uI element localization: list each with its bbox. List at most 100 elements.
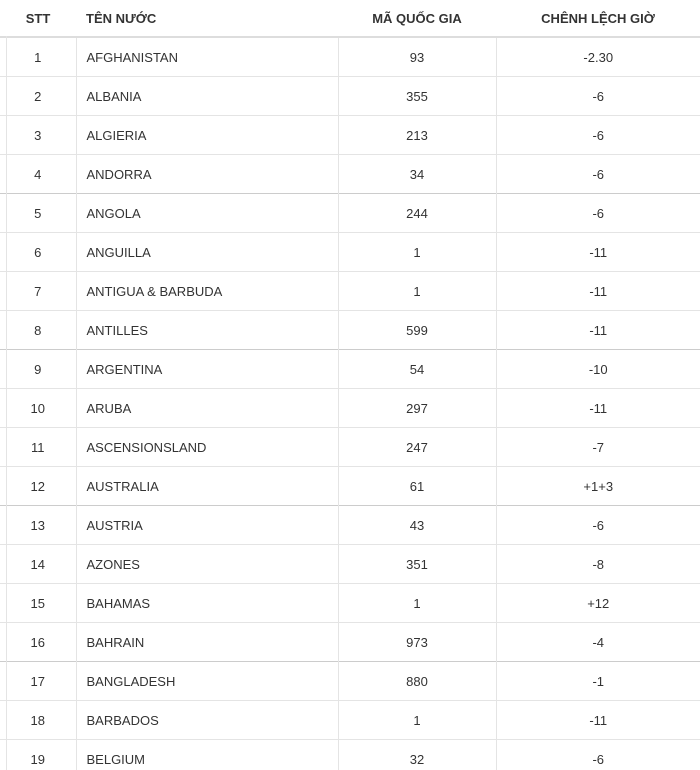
- cell-country: ASCENSIONSLAND: [76, 428, 338, 467]
- table-row: 9 ARGENTINA 54 -10: [0, 350, 700, 389]
- cell-country: ANGUILLA: [76, 233, 338, 272]
- cell-country: ALGIERIA: [76, 116, 338, 155]
- table-row: 1 AFGHANISTAN 93 -2.30: [0, 37, 700, 77]
- cell-country: BANGLADESH: [76, 662, 338, 701]
- cell-time-difference: -11: [496, 272, 700, 311]
- cell-stt: 6: [0, 233, 76, 272]
- cell-time-difference: -11: [496, 701, 700, 740]
- cell-stt: 18: [0, 701, 76, 740]
- cell-code: 54: [338, 350, 496, 389]
- cell-time-difference: -1: [496, 662, 700, 701]
- cell-stt: 7: [0, 272, 76, 311]
- cell-stt: 17: [0, 662, 76, 701]
- cell-country: ANTILLES: [76, 311, 338, 350]
- cell-stt: 8: [0, 311, 76, 350]
- cell-time-difference: -8: [496, 545, 700, 584]
- table-row: 5 ANGOLA 244 -6: [0, 194, 700, 233]
- table-row: 4 ANDORRA 34 -6: [0, 155, 700, 194]
- cell-country: BAHAMAS: [76, 584, 338, 623]
- cell-code: 1: [338, 272, 496, 311]
- cell-time-difference: -6: [496, 77, 700, 116]
- table-row: 17 BANGLADESH 880 -1: [0, 662, 700, 701]
- cell-code: 1: [338, 584, 496, 623]
- table-body: 1 AFGHANISTAN 93 -2.30 2 ALBANIA 355 -6 3 ALGIERI…: [0, 37, 700, 770]
- cell-time-difference: +12: [496, 584, 700, 623]
- table-row: 19 BELGIUM 32 -6: [0, 740, 700, 770]
- table-row: 13 AUSTRIA 43 -6: [0, 506, 700, 545]
- cell-code: 247: [338, 428, 496, 467]
- cell-country: BAHRAIN: [76, 623, 338, 662]
- cell-code: 297: [338, 389, 496, 428]
- cell-code: 1: [338, 701, 496, 740]
- cell-stt: 16: [0, 623, 76, 662]
- cell-stt: 12: [0, 467, 76, 506]
- cell-code: 355: [338, 77, 496, 116]
- header-stt: STT: [0, 0, 76, 37]
- cell-country: ARUBA: [76, 389, 338, 428]
- cell-code: 351: [338, 545, 496, 584]
- cell-time-difference: -4: [496, 623, 700, 662]
- table-row: 2 ALBANIA 355 -6: [0, 77, 700, 116]
- cell-country: ANTIGUA & BARBUDA: [76, 272, 338, 311]
- header-country: TÊN NƯỚC: [76, 0, 338, 37]
- table-header: STT TÊN NƯỚC MÃ QUỐC GIA CHÊNH LỆCH GIỜ: [0, 0, 700, 37]
- cell-country: ALBANIA: [76, 77, 338, 116]
- cell-time-difference: -6: [496, 116, 700, 155]
- cell-time-difference: -11: [496, 389, 700, 428]
- cell-stt: 19: [0, 740, 76, 770]
- cell-stt: 13: [0, 506, 76, 545]
- cell-stt: 11: [0, 428, 76, 467]
- cell-country: AUSTRALIA: [76, 467, 338, 506]
- cell-country: ANGOLA: [76, 194, 338, 233]
- cell-stt: 14: [0, 545, 76, 584]
- table-row: 6 ANGUILLA 1 -11: [0, 233, 700, 272]
- cell-code: 43: [338, 506, 496, 545]
- cell-time-difference: -6: [496, 155, 700, 194]
- cell-time-difference: -11: [496, 311, 700, 350]
- table-left-border: [6, 36, 7, 770]
- table-row: 16 BAHRAIN 973 -4: [0, 623, 700, 662]
- cell-code: 973: [338, 623, 496, 662]
- cell-country: AZONES: [76, 545, 338, 584]
- table-row: 11 ASCENSIONSLAND 247 -7: [0, 428, 700, 467]
- cell-code: 213: [338, 116, 496, 155]
- table-row: 8 ANTILLES 599 -11: [0, 311, 700, 350]
- cell-stt: 1: [0, 37, 76, 77]
- cell-country: BELGIUM: [76, 740, 338, 770]
- cell-stt: 10: [0, 389, 76, 428]
- cell-time-difference: -6: [496, 194, 700, 233]
- cell-code: 1: [338, 233, 496, 272]
- cell-code: 32: [338, 740, 496, 770]
- cell-stt: 9: [0, 350, 76, 389]
- cell-country: AFGHANISTAN: [76, 37, 338, 77]
- cell-code: 880: [338, 662, 496, 701]
- cell-time-difference: -11: [496, 233, 700, 272]
- cell-code: 34: [338, 155, 496, 194]
- header-code: MÃ QUỐC GIA: [338, 0, 496, 37]
- cell-country: ARGENTINA: [76, 350, 338, 389]
- table-row: 3 ALGIERIA 213 -6: [0, 116, 700, 155]
- table-row: 18 BARBADOS 1 -11: [0, 701, 700, 740]
- header-time-difference: CHÊNH LỆCH GIỜ: [496, 0, 700, 37]
- cell-code: 61: [338, 467, 496, 506]
- header-row: STT TÊN NƯỚC MÃ QUỐC GIA CHÊNH LỆCH GIỜ: [0, 0, 700, 37]
- cell-country: AUSTRIA: [76, 506, 338, 545]
- cell-time-difference: -10: [496, 350, 700, 389]
- cell-stt: 3: [0, 116, 76, 155]
- cell-stt: 4: [0, 155, 76, 194]
- table-row: 15 BAHAMAS 1 +12: [0, 584, 700, 623]
- cell-time-difference: -7: [496, 428, 700, 467]
- cell-code: 244: [338, 194, 496, 233]
- cell-time-difference: -6: [496, 740, 700, 770]
- cell-stt: 5: [0, 194, 76, 233]
- cell-stt: 15: [0, 584, 76, 623]
- cell-time-difference: -2.30: [496, 37, 700, 77]
- cell-time-difference: -6: [496, 506, 700, 545]
- table-row: 7 ANTIGUA & BARBUDA 1 -11: [0, 272, 700, 311]
- table-row: 10 ARUBA 297 -11: [0, 389, 700, 428]
- cell-time-difference: +1+3: [496, 467, 700, 506]
- cell-stt: 2: [0, 77, 76, 116]
- table-row: 14 AZONES 351 -8: [0, 545, 700, 584]
